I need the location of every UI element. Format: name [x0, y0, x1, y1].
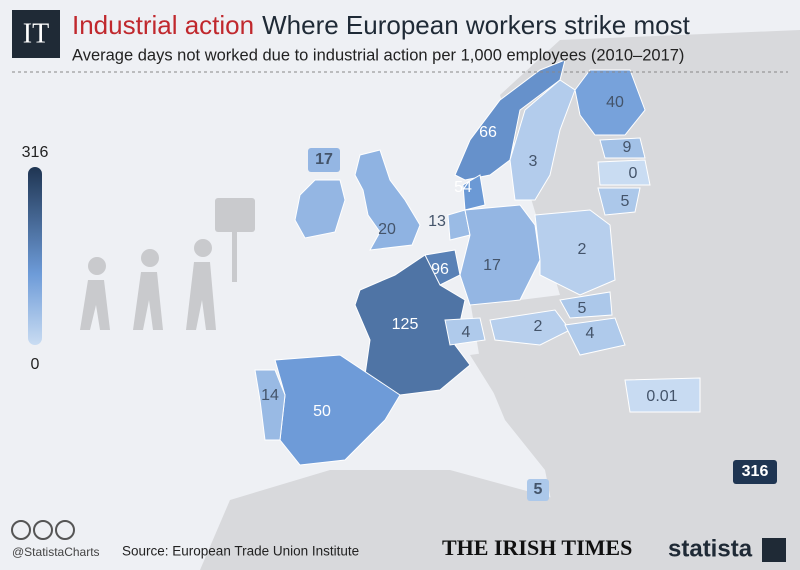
region-label: 5: [578, 300, 587, 317]
region: [462, 174, 486, 211]
title-main: Where European workers strike most: [262, 10, 690, 40]
region-label: 40: [606, 94, 624, 111]
by-icon: [33, 520, 53, 540]
region: [624, 377, 701, 413]
region-label: 4: [462, 324, 471, 341]
region: [354, 149, 421, 251]
header: IT Industrial action Where European worke…: [12, 10, 788, 73]
region-label: 66: [479, 124, 497, 141]
region: [534, 209, 616, 296]
region: [599, 137, 646, 159]
region-label: 3: [529, 153, 538, 170]
region-label: 316: [742, 463, 769, 480]
legend: 316 0: [22, 144, 49, 373]
region-label: 54: [454, 179, 472, 196]
region-label: 5: [534, 481, 543, 498]
region: [564, 317, 626, 356]
brand: statista: [668, 535, 753, 562]
logo: IT: [23, 18, 49, 49]
region: [254, 369, 286, 441]
region-label: 0: [629, 165, 638, 182]
region-label: 4: [586, 325, 595, 342]
region: [559, 291, 613, 319]
title: Industrial action Where European workers …: [72, 10, 691, 40]
region: [733, 460, 777, 484]
other-land: [470, 350, 575, 460]
nd-icon: [55, 520, 75, 540]
region: [459, 204, 541, 306]
source: Source: European Trade Union Institute: [122, 544, 359, 559]
region: [294, 179, 346, 239]
legend-bar: [28, 167, 42, 345]
region-label: 2: [534, 318, 543, 335]
region-label: 50: [313, 403, 331, 420]
label-box: [308, 148, 340, 172]
region: [489, 309, 571, 346]
region-label: 13: [428, 213, 446, 230]
region-label: 17: [483, 257, 501, 274]
footer: @StatistaCharts Source: European Trade U…: [11, 520, 786, 562]
title-highlight: Industrial action: [72, 10, 254, 40]
region-label: 14: [261, 387, 279, 404]
region-label: 96: [431, 261, 449, 278]
brand-icon: [762, 538, 786, 562]
region-label: 0.01: [646, 388, 677, 405]
legend-max: 316: [22, 144, 49, 161]
region-label: 5: [621, 193, 630, 210]
region: [574, 69, 646, 136]
region-label: 2: [578, 241, 587, 258]
handle: @StatistaCharts: [12, 545, 100, 559]
region: [354, 254, 471, 396]
region-label: 17: [315, 151, 333, 168]
region: [597, 187, 641, 216]
legend-min: 0: [31, 356, 40, 373]
region: [597, 159, 651, 186]
region-label: 125: [392, 316, 419, 333]
region-label: 20: [378, 221, 396, 238]
region: [527, 479, 549, 501]
subtitle: Average days not worked due to industria…: [72, 46, 684, 64]
partner: THE IRISH TIMES: [442, 535, 632, 560]
region: [444, 317, 486, 346]
logo-box: [12, 10, 60, 58]
region-label: 9: [623, 139, 632, 156]
cc-icon: [11, 520, 31, 540]
region: [509, 79, 576, 201]
strike-icon: [80, 198, 255, 330]
